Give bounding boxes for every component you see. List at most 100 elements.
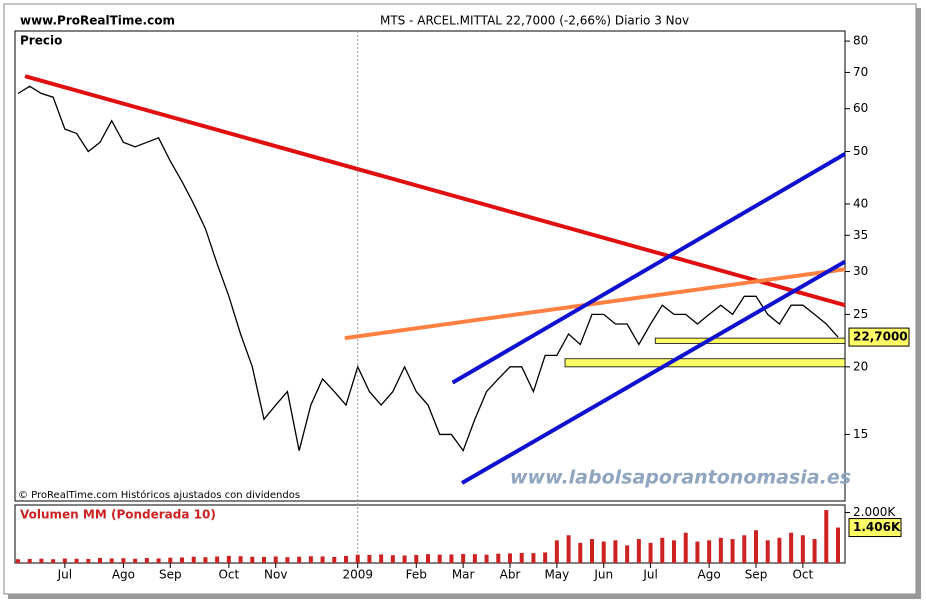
volume-bar xyxy=(250,556,255,563)
x-tick-label: Sep xyxy=(745,568,768,582)
x-tick-label: Nov xyxy=(264,568,287,582)
y-tick-label: 30 xyxy=(853,264,868,278)
volume-bar xyxy=(285,557,290,563)
volume-bar xyxy=(613,540,618,563)
volume-bar xyxy=(262,556,266,563)
y-tick-label: 35 xyxy=(853,228,868,242)
volume-bar xyxy=(39,558,44,563)
volume-bar xyxy=(332,556,337,563)
volume-bar xyxy=(754,530,758,563)
volume-bar xyxy=(800,535,805,563)
volume-bar xyxy=(226,555,231,563)
volume-bar xyxy=(402,555,407,563)
x-tick-label: Ago xyxy=(112,568,135,582)
y-tick-label: 20 xyxy=(853,359,868,373)
site: www.ProRealTime.com xyxy=(20,14,175,28)
last-price-label: 22,7000 xyxy=(853,330,908,344)
volume-bar xyxy=(648,542,653,563)
volume-bar xyxy=(191,556,196,563)
volume-bar xyxy=(144,557,149,563)
volume-bar xyxy=(601,541,606,563)
x-tick-label: 2009 xyxy=(342,568,373,582)
volume-bar xyxy=(496,553,501,563)
y-tick-label: 25 xyxy=(853,307,868,321)
trendline xyxy=(460,259,847,485)
volume-bar xyxy=(133,558,138,563)
volume-bar xyxy=(27,558,32,563)
volume-bar xyxy=(320,556,325,563)
volume-bar xyxy=(519,552,524,563)
volume-bar xyxy=(86,558,91,563)
volume-bar xyxy=(390,555,395,563)
volume-bar xyxy=(789,532,794,563)
volume-bar xyxy=(98,557,102,563)
y-tick-label: 2.000K xyxy=(853,505,896,519)
volume-bar xyxy=(742,535,747,563)
x-tick-label: Mar xyxy=(452,568,475,582)
volume-bar xyxy=(62,558,67,563)
x-tick-label: Oct xyxy=(218,568,239,582)
volume-bar xyxy=(367,554,372,563)
y-tick-label: 60 xyxy=(853,101,868,115)
x-tick-label: Oct xyxy=(792,568,813,582)
chart-title: MTS - ARCEL.MITTAL 22,7000 (-2,66%) Diar… xyxy=(380,14,689,28)
volume-bar xyxy=(308,556,313,563)
volume-bar xyxy=(531,553,536,563)
footnote: © ProRealTime.com Históricos ajustados c… xyxy=(18,489,300,501)
shadow xyxy=(916,8,921,598)
volume-bar xyxy=(636,539,641,563)
volume-bar xyxy=(836,527,840,563)
volume-bar xyxy=(578,542,583,563)
y-tick-label: 70 xyxy=(853,65,868,79)
volume-bar xyxy=(121,558,126,563)
volume-bar xyxy=(707,540,712,563)
x-tick-label: Sep xyxy=(159,568,182,582)
y-label: Precio xyxy=(20,34,62,48)
volume-bar xyxy=(672,540,676,563)
volume-bar xyxy=(461,553,466,563)
volume-bar xyxy=(765,540,770,563)
y-tick-label: 15 xyxy=(853,427,868,441)
trendline xyxy=(344,267,846,341)
volume-bar xyxy=(554,540,559,563)
volume-bar xyxy=(379,554,384,563)
volume-bar xyxy=(660,537,665,563)
band xyxy=(654,337,846,344)
volume-bar xyxy=(344,555,348,563)
volume-bar xyxy=(414,554,419,563)
volume-bar xyxy=(156,558,161,563)
y-tick-label: 80 xyxy=(853,34,868,48)
band xyxy=(564,358,846,368)
volume-panel xyxy=(14,504,846,564)
volume-bar xyxy=(437,554,442,563)
volume-bar xyxy=(238,556,243,563)
trendline xyxy=(451,152,847,385)
volume-bar xyxy=(812,539,817,563)
volume-bar xyxy=(730,539,735,563)
volume-bar xyxy=(824,510,829,563)
volume-bar xyxy=(74,558,79,563)
x-tick-label: Jul xyxy=(642,568,657,582)
shadow xyxy=(8,594,921,599)
volume-bar xyxy=(273,556,278,563)
volume-bar xyxy=(215,556,220,563)
last-price-box xyxy=(848,327,910,347)
last-volume-label: 1.406K xyxy=(853,520,901,534)
volume-bar xyxy=(695,541,700,563)
y-tick-label: 50 xyxy=(853,144,868,158)
volume-bar xyxy=(168,557,173,563)
price-line xyxy=(17,85,839,453)
volume-bar xyxy=(683,532,688,563)
y-tick-label: 40 xyxy=(853,196,868,210)
volume-bar xyxy=(543,552,548,563)
price-panel xyxy=(14,30,846,502)
volume-bar xyxy=(16,559,20,563)
volume-bar xyxy=(109,558,114,563)
volume-bar xyxy=(777,537,782,563)
volume-title: Volumen MM (Ponderada 10) xyxy=(20,508,216,522)
x-tick-label: May xyxy=(544,568,569,582)
volume-bar xyxy=(180,557,184,563)
last-volume-box xyxy=(848,518,902,538)
volume-bar xyxy=(449,554,454,563)
